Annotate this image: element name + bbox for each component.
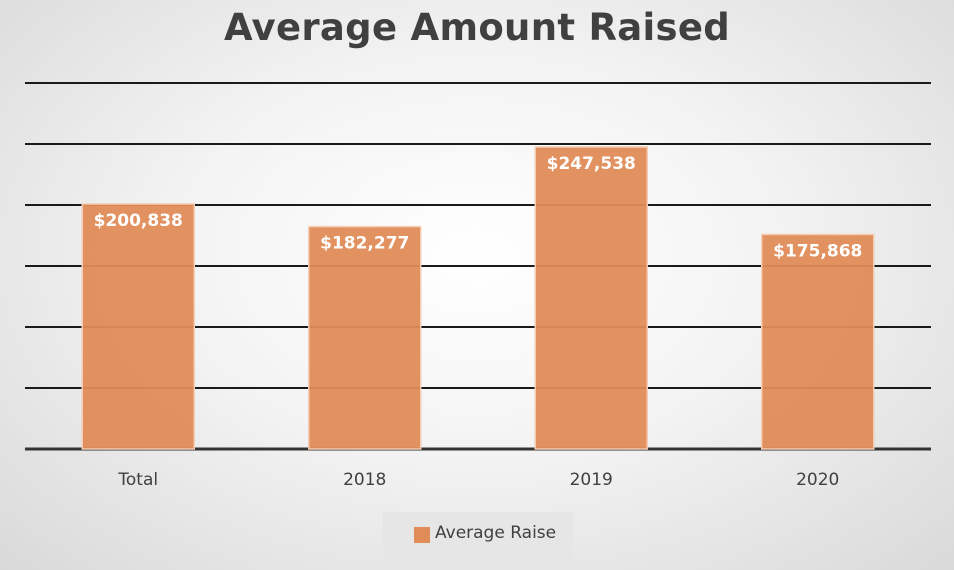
legend-label-average-raise: Average Raise (435, 523, 557, 543)
bars (81, 146, 875, 450)
bar-2019 (534, 146, 648, 450)
bar-2020 (761, 233, 875, 450)
category-label-2019: 2019 (570, 470, 613, 490)
data-labels: $200,838 $182,277 $247,538 $175,868 (94, 154, 863, 261)
category-label-2020: 2020 (796, 470, 839, 490)
chart-title: Average Amount Raised (223, 6, 731, 49)
category-labels: Total 2018 2019 2020 (117, 470, 839, 490)
data-label-2018: $182,277 (320, 234, 409, 254)
data-label-2019: $247,538 (547, 154, 636, 174)
data-label-2020: $175,868 (773, 241, 862, 261)
category-label-total: Total (117, 470, 158, 490)
bar-2018 (308, 225, 422, 450)
legend: Average Raise (383, 512, 573, 570)
data-label-total: $200,838 (94, 211, 183, 231)
category-label-2018: 2018 (343, 470, 386, 490)
legend-swatch (414, 527, 430, 543)
bar-total (81, 203, 195, 450)
